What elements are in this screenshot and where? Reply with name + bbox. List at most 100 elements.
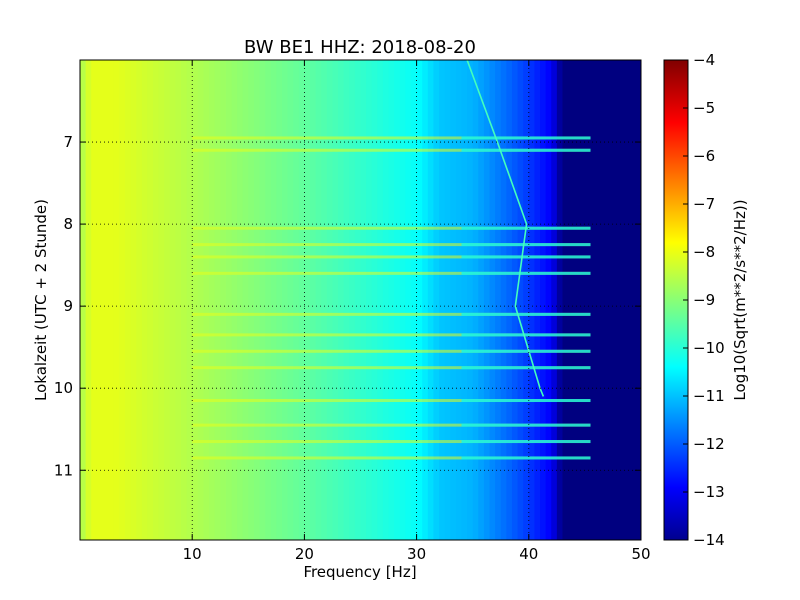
heatmap-column	[124, 60, 132, 540]
drifting-line	[466, 60, 545, 397]
heatmap-column	[360, 60, 367, 540]
chart-title: BW BE1 HHZ: 2018-08-20	[244, 37, 476, 58]
heatmap-column	[540, 60, 547, 540]
heatmap-column	[489, 60, 496, 540]
heatmap-column	[225, 60, 233, 540]
y-tick-label: 10	[54, 379, 73, 397]
spectral-band-tail	[461, 399, 591, 403]
heatmap-column	[214, 60, 221, 540]
heatmap-column	[321, 60, 328, 540]
y-axis-label: Lokalzeit (UTC + 2 Stunde)	[32, 199, 50, 401]
spectral-band	[192, 456, 591, 460]
heatmap-column	[270, 60, 277, 540]
heatmap-column	[253, 60, 261, 540]
heatmap-column	[433, 60, 440, 540]
heatmap-column	[517, 60, 524, 540]
spectral-band-tail	[461, 148, 591, 152]
spectral-band	[192, 333, 591, 337]
heatmap-column	[287, 60, 294, 540]
heatmap-column	[590, 60, 597, 540]
colorbar-tick-label: −12	[693, 435, 725, 453]
colorbar-ticks: −4 −5 −6 −7 −8 −9 −10 −11 −12 −13 −14	[683, 51, 725, 549]
spectral-band	[192, 243, 591, 247]
heatmap-column	[410, 60, 418, 540]
spectral-band	[192, 366, 591, 370]
heatmap-column	[500, 60, 507, 540]
horizontal-bands	[192, 136, 591, 460]
y-axis-ticks: 7 8 9 10 11	[54, 133, 641, 479]
spectral-band-tail	[461, 349, 591, 353]
y-tick-label: 11	[54, 461, 73, 479]
heatmap-column	[141, 60, 148, 540]
colorbar-tick-label: −10	[693, 339, 725, 357]
heatmap-column	[108, 60, 115, 540]
heatmap-column	[601, 60, 608, 540]
heatmap-column	[276, 60, 283, 540]
heatmap-column	[416, 60, 423, 540]
heatmap-column	[444, 60, 451, 540]
heatmap-column	[523, 60, 530, 540]
heatmap-column	[366, 60, 373, 540]
spectral-band-tail	[461, 271, 591, 275]
heatmap-column	[579, 60, 586, 540]
heatmap-column	[568, 60, 575, 540]
narrowband-line	[466, 60, 545, 397]
heatmap-column	[624, 60, 631, 540]
heatmap-column	[422, 60, 429, 540]
heatmap-column	[209, 60, 216, 540]
heatmap-column	[169, 60, 176, 540]
colorbar-tick-label: −7	[693, 195, 715, 213]
heatmap-column	[472, 60, 479, 540]
heatmap-column	[635, 60, 641, 540]
heatmap-column	[332, 60, 339, 540]
spectral-band	[192, 423, 591, 427]
heatmap-column	[343, 60, 350, 540]
heatmap-column	[152, 60, 160, 540]
heatmap-column	[231, 60, 238, 540]
spectral-band	[192, 226, 591, 230]
heatmap-column	[405, 60, 412, 540]
spectral-band-tail	[461, 423, 591, 427]
colorbar-tick-label: −13	[693, 483, 725, 501]
x-axis-label: Frequency [Hz]	[303, 563, 416, 581]
heatmap-column	[242, 60, 249, 540]
spectral-band-tail	[461, 312, 591, 316]
spectral-band-tail	[461, 456, 591, 460]
colorbar-tick-label: −4	[693, 51, 715, 69]
heatmap-column	[551, 60, 558, 540]
heatmap-column	[136, 60, 143, 540]
heatmap-column	[612, 60, 620, 540]
heatmap-column	[310, 60, 317, 540]
heatmap-column	[80, 60, 87, 540]
heatmap-column	[91, 60, 98, 540]
spectral-band	[192, 312, 591, 316]
heatmap-column	[85, 60, 92, 540]
heatmap-column	[511, 60, 519, 540]
heatmap-column	[192, 60, 199, 540]
heatmap-column	[298, 60, 305, 540]
spectral-band	[192, 399, 591, 403]
heatmap-column	[203, 60, 210, 540]
heatmap-column	[354, 60, 362, 540]
heatmap-column	[371, 60, 378, 540]
heatmap-column	[388, 60, 395, 540]
heatmap-column	[315, 60, 322, 540]
grid-lines	[80, 60, 641, 540]
heatmap-column	[113, 60, 120, 540]
y-tick-label: 7	[63, 133, 73, 151]
heatmap-column	[186, 60, 193, 540]
spectral-band-tail	[461, 136, 591, 140]
colorbar-tick-label: −6	[693, 147, 715, 165]
heatmap-column	[175, 60, 182, 540]
spectrogram-heatmap	[80, 60, 641, 540]
heatmap-column	[439, 60, 446, 540]
spectral-band-tail	[461, 255, 591, 259]
heatmap-column	[377, 60, 384, 540]
heatmap-column	[483, 60, 491, 540]
spectral-band-tail	[461, 366, 591, 370]
heatmap-column	[281, 60, 289, 540]
heatmap-column	[119, 60, 126, 540]
heatmap-column	[96, 60, 104, 540]
heatmap-column	[326, 60, 334, 540]
